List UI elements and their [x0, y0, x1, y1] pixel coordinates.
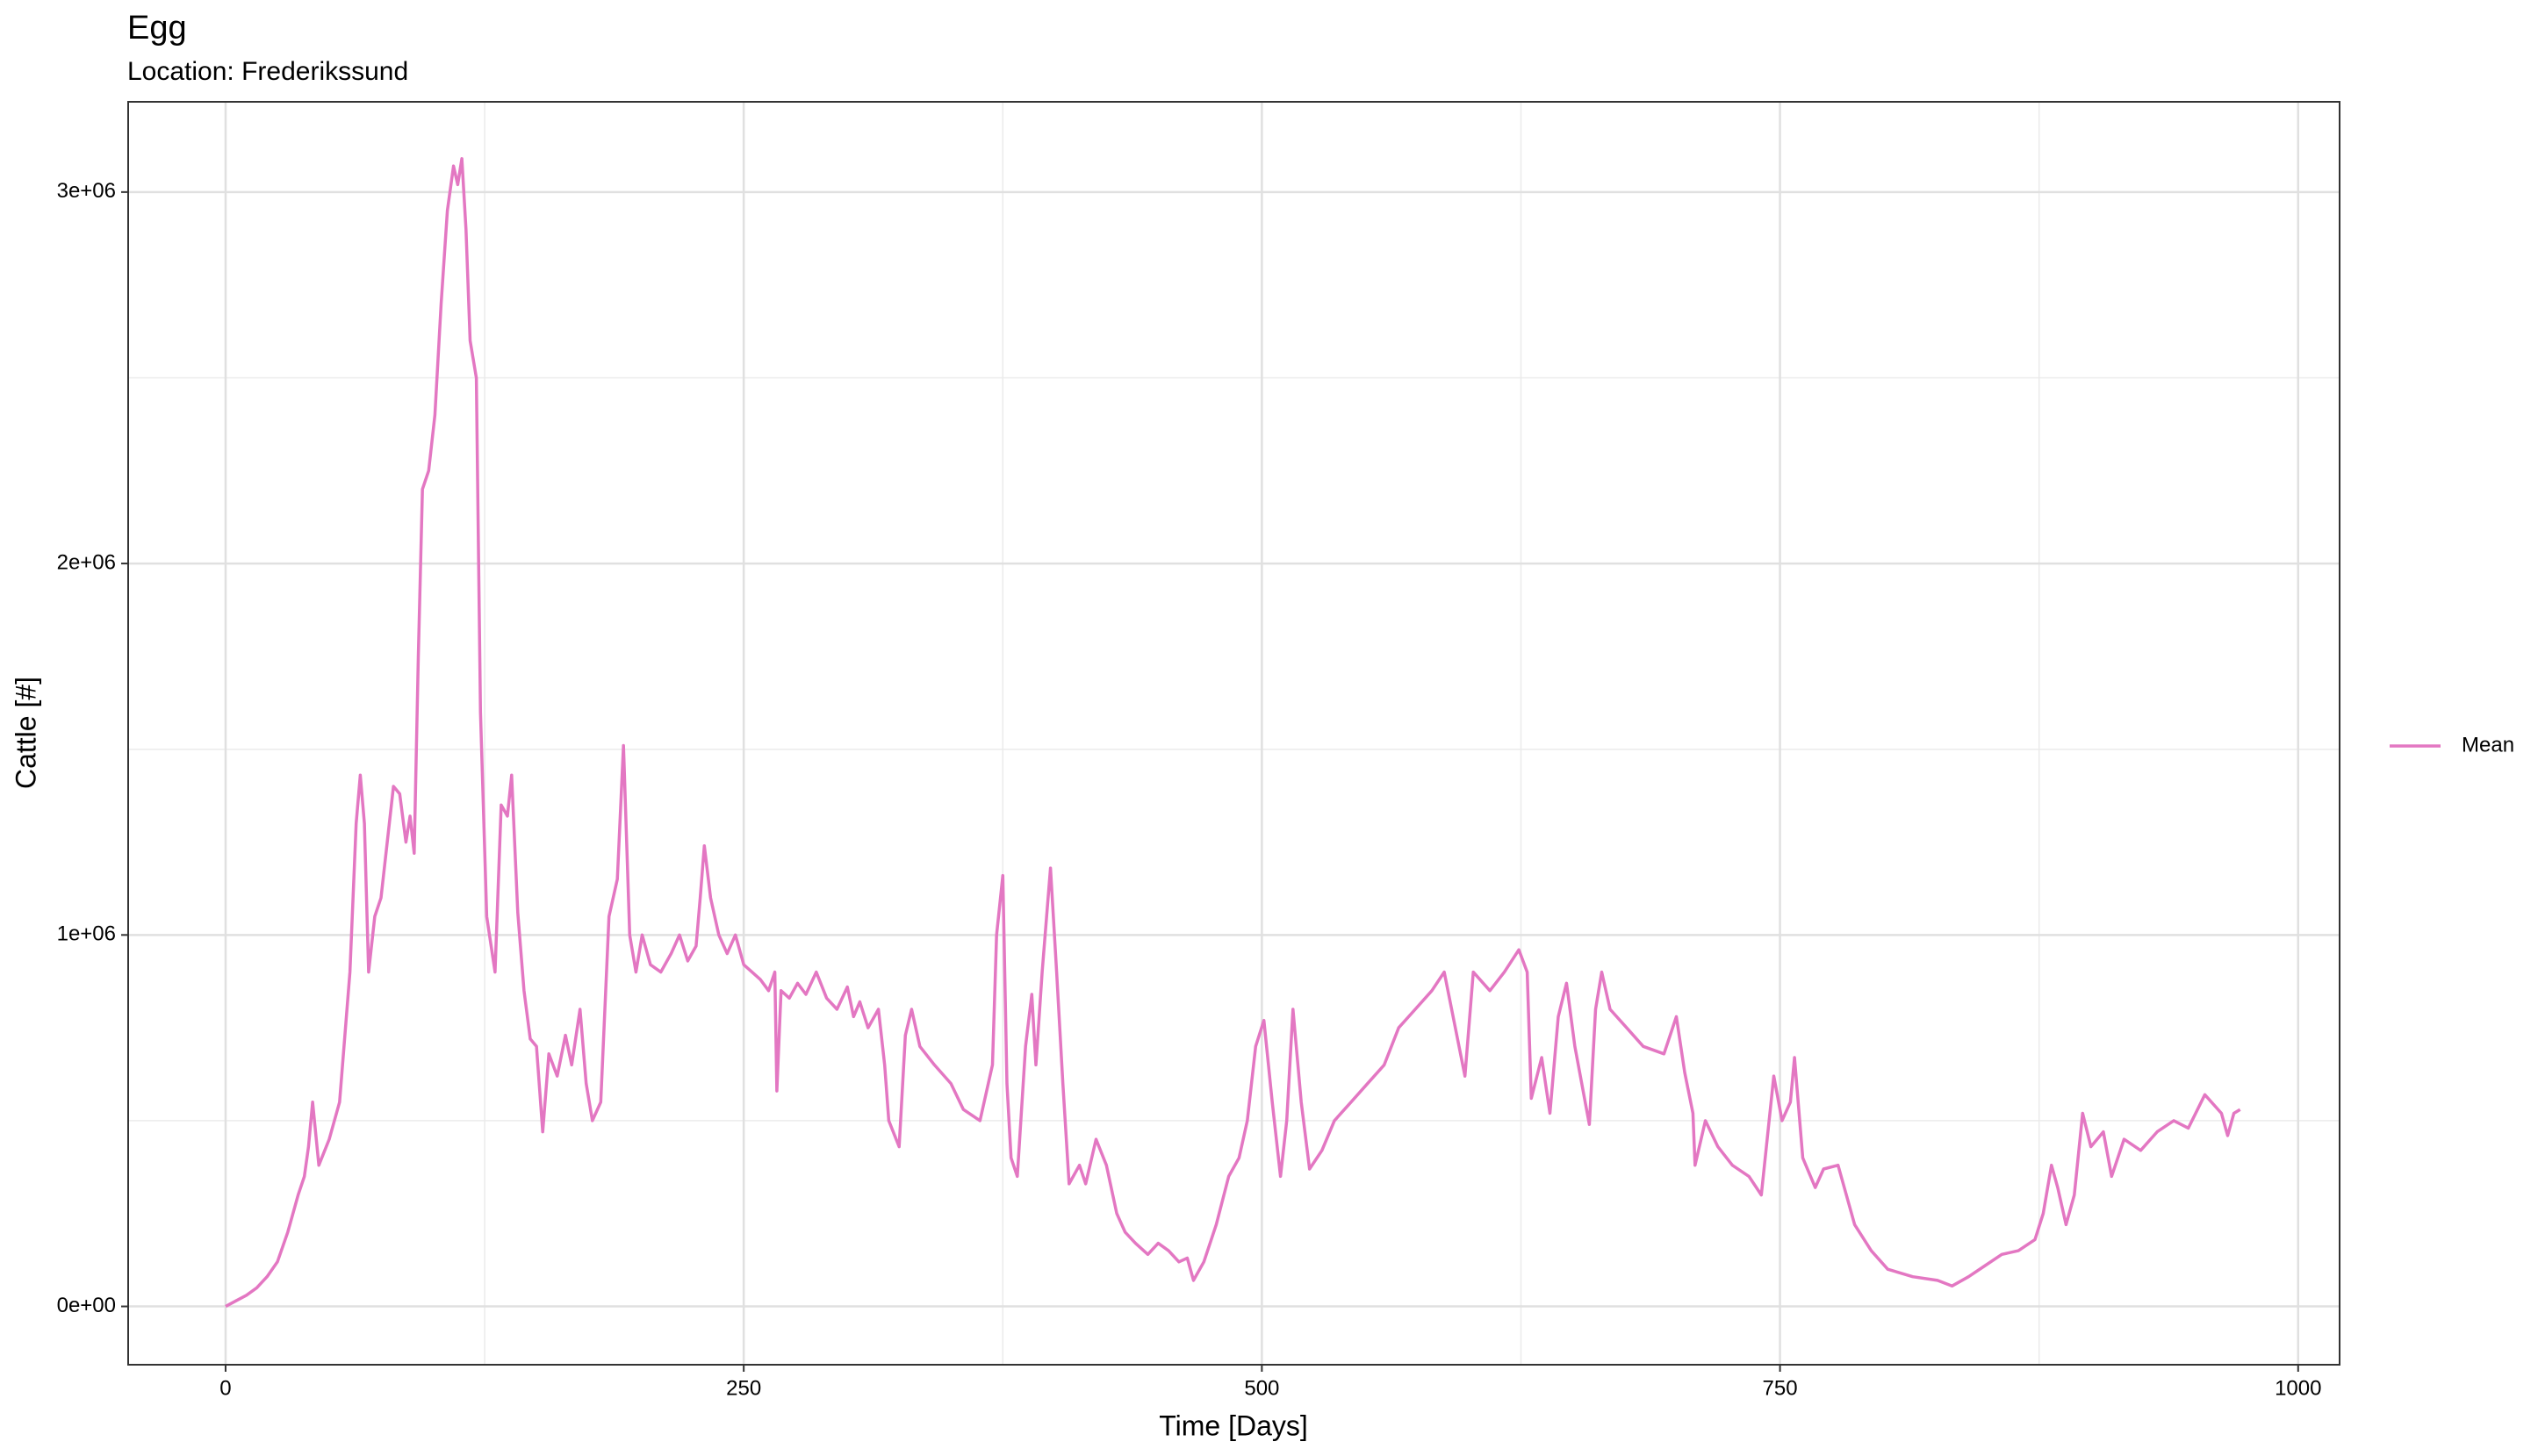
y-axis-title: Cattle [#]	[10, 677, 41, 789]
x-tick-label: 0	[219, 1376, 231, 1400]
y-tick-label: 2e+06	[57, 550, 116, 574]
x-tick-label: 250	[726, 1376, 761, 1400]
chart-subtitle: Location: Frederikssund	[127, 57, 408, 86]
plot-border	[127, 101, 2340, 1366]
chart-title: Egg	[127, 10, 187, 47]
x-tick-label: 500	[1244, 1376, 1279, 1400]
plot-background	[128, 102, 2340, 1365]
legend-label: Mean	[2462, 733, 2514, 757]
y-tick-label: 0e+00	[57, 1294, 116, 1317]
y-tick-label: 3e+06	[57, 179, 116, 203]
x-tick-label: 1000	[2275, 1376, 2321, 1400]
x-tick-label: 750	[1763, 1376, 1798, 1400]
y-tick-label: 1e+06	[57, 922, 116, 946]
x-axis-title: Time [Days]	[1159, 1409, 1308, 1441]
line-series	[225, 157, 2241, 1309]
